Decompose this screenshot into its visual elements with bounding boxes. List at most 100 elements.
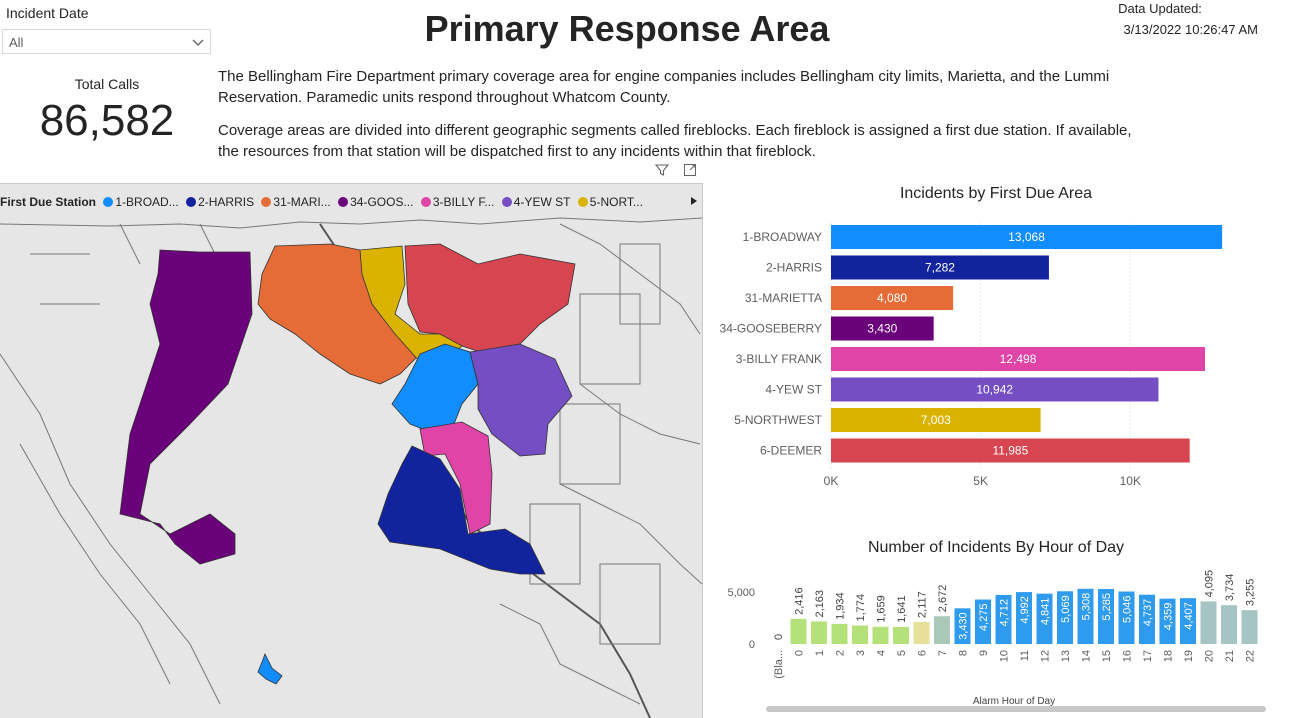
total-calls-value: 86,582 [39, 96, 175, 145]
x-tick-label: 5K [973, 474, 988, 488]
data-label: 1,774 [855, 594, 867, 622]
legend-item-billy-frank[interactable]: 3-BILLY F... [420, 195, 495, 209]
data-label: 4,407 [1183, 602, 1195, 630]
bar[interactable] [934, 616, 950, 644]
chart-title: Incidents by First Due Area [900, 185, 1092, 202]
legend-dot [338, 197, 349, 207]
chart-title: Number of Incidents By Hour of Day [868, 539, 1124, 556]
x-tick-label: 1 [814, 650, 826, 656]
bar[interactable] [852, 625, 868, 644]
bar[interactable] [913, 621, 930, 644]
x-tick-label: 16 [1122, 650, 1134, 662]
bar[interactable] [831, 377, 1159, 402]
x-tick-label: 3 [855, 650, 867, 656]
incident-date-dropdown[interactable]: All [2, 29, 211, 54]
legend-item-label: 3-BILLY F... [432, 195, 495, 209]
legend-dot [501, 197, 512, 207]
x-tick-label: 18 [1163, 650, 1175, 662]
legend-item-marietta[interactable]: 31-MARI... [261, 195, 331, 209]
x-tick-label: 5 [896, 650, 908, 656]
bar[interactable] [995, 594, 1012, 644]
bar[interactable] [975, 599, 991, 644]
data-label: 4,712 [999, 599, 1011, 627]
incidents-by-hour-chart[interactable]: Number of Incidents By Hour of Day 5,000… [718, 532, 1278, 712]
visual-header [654, 162, 698, 181]
bar[interactable] [1159, 598, 1176, 644]
legend-item-label: 5-NORT... [589, 195, 643, 209]
data-label: 4,080 [877, 291, 907, 305]
data-label: 2,163 [814, 590, 826, 618]
category-label: 6-DEEMER [760, 444, 822, 458]
x-tick-label: 6 [917, 650, 929, 656]
bar[interactable] [872, 626, 889, 644]
bar[interactable] [1036, 593, 1053, 644]
data-label: 4,737 [1142, 599, 1154, 627]
incident-date-value: All [9, 35, 24, 50]
category-label: 3-BILLY FRANK [736, 352, 822, 366]
y-tick-label: 5,000 [727, 587, 755, 599]
bar[interactable] [1180, 598, 1196, 644]
bar[interactable] [1057, 591, 1073, 644]
legend-item-harris[interactable]: 2-HARRIS [186, 195, 254, 209]
x-tick-label: 14 [1081, 650, 1093, 662]
bar[interactable] [811, 621, 827, 644]
expand-icon[interactable] [682, 162, 698, 178]
description-paragraph-1: The Bellingham Fire Department primary c… [218, 68, 1110, 106]
x-tick-label: 7 [937, 650, 949, 656]
bar[interactable] [893, 626, 909, 644]
bar[interactable] [831, 286, 954, 310]
data-label: 4,992 [1019, 596, 1031, 624]
legend-item-broadway[interactable]: 1-BROAD... [103, 195, 179, 209]
map-legend: First Due Station 1-BROAD... 2-HARRIS 31… [0, 195, 700, 209]
incidents-by-first-due-area-chart[interactable]: Incidents by First Due Area 1-BROADWAY 13… [720, 178, 1280, 498]
x-tick-label: 21 [1224, 650, 1236, 662]
bar[interactable] [831, 408, 1041, 432]
bar[interactable] [1077, 588, 1094, 644]
legend-dot [577, 197, 588, 207]
x-tick-label: (Bla... [773, 650, 785, 679]
x-tick-label: 19 [1183, 650, 1195, 662]
y-tick-label: 0 [749, 639, 755, 651]
chart-scrollbar[interactable] [766, 706, 1266, 712]
bar[interactable] [1098, 589, 1114, 644]
data-label: 4,841 [1040, 598, 1052, 626]
bar[interactable] [831, 225, 1223, 249]
data-label: 12,498 [1000, 352, 1037, 366]
bar[interactable] [1139, 594, 1155, 644]
legend-item-northwest[interactable]: 5-NORT... [577, 195, 643, 209]
data-label: 5,285 [1101, 593, 1113, 621]
map-canvas [0, 184, 702, 718]
legend-dot [186, 197, 197, 207]
bar[interactable] [1118, 591, 1135, 644]
data-label: 3,255 [1245, 579, 1257, 607]
legend-item-gooseberry[interactable]: 34-GOOS... [338, 195, 413, 209]
bar[interactable] [831, 623, 848, 644]
description-paragraph-2: Coverage areas are divided into differen… [218, 122, 1132, 160]
category-label: 34-GOOSEBERRY [720, 322, 822, 336]
data-label: 1,934 [835, 592, 847, 620]
legend-item-label: 1-BROAD... [115, 195, 179, 209]
data-label: 1,659 [876, 595, 888, 623]
bar[interactable] [831, 316, 934, 341]
incident-date-label: Incident Date [6, 5, 89, 21]
fireblock-map[interactable] [0, 183, 703, 718]
bar[interactable] [790, 618, 807, 644]
bar[interactable] [1016, 592, 1032, 644]
legend-item-yew-st[interactable]: 4-YEW ST [501, 195, 570, 209]
x-tick-label: 12 [1040, 650, 1052, 662]
bar[interactable] [831, 438, 1190, 463]
chevron-right-icon[interactable] [690, 196, 698, 206]
bar[interactable] [1241, 610, 1258, 644]
legend-title: First Due Station [0, 195, 97, 209]
bar[interactable] [1221, 605, 1237, 644]
data-label: 5,308 [1081, 593, 1093, 621]
filter-icon[interactable] [654, 162, 670, 178]
bar[interactable] [954, 608, 971, 644]
bar[interactable] [1200, 601, 1217, 644]
bar[interactable] [831, 255, 1049, 280]
bar[interactable] [831, 347, 1206, 371]
category-label: 4-YEW ST [765, 383, 822, 397]
data-label: 4,095 [1204, 570, 1216, 598]
category-label: 31-MARIETTA [745, 291, 822, 305]
data-label: 5,069 [1060, 595, 1072, 623]
